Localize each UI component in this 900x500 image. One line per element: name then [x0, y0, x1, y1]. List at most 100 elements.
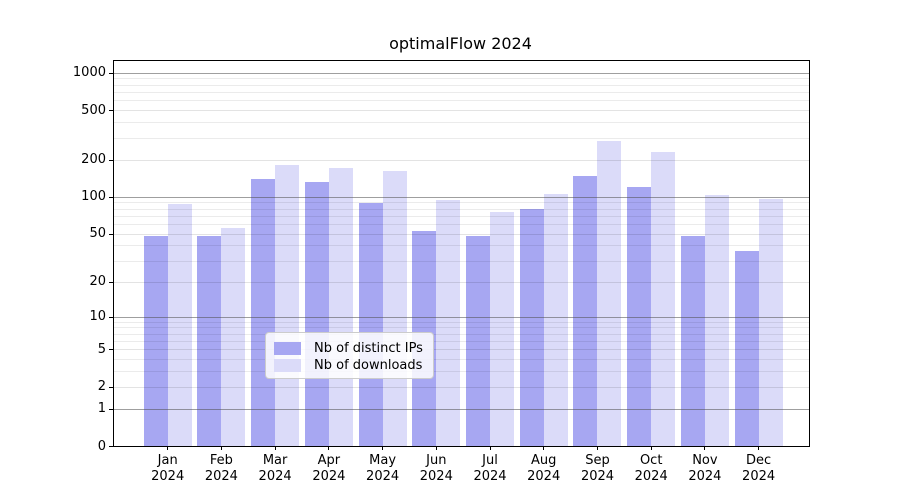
y-tick-label-1: 1: [97, 401, 106, 417]
x-tick-jul: [489, 446, 491, 450]
gridline-y-80: [114, 208, 809, 210]
bar-nb-of-downloads-feb: [221, 227, 246, 446]
legend-swatch-distinct-ips: [274, 342, 301, 355]
x-tick-jun: [435, 446, 437, 450]
gridline-y-200: [114, 159, 809, 161]
y-tick-label-200: 200: [81, 152, 106, 167]
gridline-y-4: [114, 359, 809, 360]
gridline-y-8: [114, 327, 809, 329]
gridline-y-1: [114, 408, 809, 410]
x-tick-aug: [543, 446, 545, 450]
gridline-y-10: [114, 316, 809, 318]
y-tick-label-1000: 1000: [72, 65, 106, 81]
y-tick-label-20: 20: [89, 274, 106, 289]
bar-nb-of-downloads-nov: [704, 194, 729, 446]
x-tick-label-jul: Jul 2024: [473, 453, 507, 484]
bar-nb-of-distinct-ips-nov: [680, 235, 705, 446]
gridline-y-30: [114, 260, 809, 262]
gridline-y-500: [114, 110, 809, 112]
bar-nb-of-distinct-ips-jan: [143, 235, 168, 446]
y-tick-label-5: 5: [97, 341, 106, 357]
y-tick-10: [109, 316, 113, 318]
x-tick-label-dec: Dec 2024: [742, 453, 776, 484]
y-tick-1: [109, 408, 113, 410]
plot-area: 0 1 2 5 10 20 50 100 200 500 1000 Jan 2024 Feb 2024 Mar…: [73, 60, 810, 484]
x-tick-mar: [274, 446, 276, 450]
gridline-y-1000: [114, 72, 809, 74]
x-tick-label-aug: Aug 2024: [527, 453, 561, 484]
x-tick-nov: [704, 446, 706, 450]
bar-nb-of-downloads-mar: [275, 165, 300, 446]
gridline-y-40: [114, 245, 809, 247]
bar-nb-of-distinct-ips-feb: [197, 235, 222, 446]
y-tick-0: [109, 446, 113, 447]
x-tick-may: [382, 446, 384, 450]
x-tick-dec: [758, 446, 760, 450]
y-tick-label-500: 500: [81, 102, 106, 118]
gridline-y-400: [114, 122, 809, 124]
gridline-y-800: [114, 84, 809, 86]
gridline-y-600: [114, 100, 809, 102]
legend-swatch-downloads: [274, 359, 301, 372]
y-tick-label-100: 100: [81, 189, 106, 205]
bar-nb-of-distinct-ips-aug: [519, 209, 544, 446]
gridline-y-100: [114, 196, 809, 198]
bar-nb-of-distinct-ips-jul: [466, 235, 491, 446]
gridline-y-5: [114, 349, 809, 351]
gridline-y-70: [114, 215, 809, 217]
gridline-y-2: [114, 386, 809, 388]
x-tick-oct: [650, 446, 652, 450]
gridline-y-6: [114, 340, 809, 342]
gridline-y-90: [114, 202, 809, 204]
y-tick-200: [109, 159, 113, 161]
chart-title: optimalFlow 2024: [389, 34, 532, 53]
bar-nb-of-downloads-oct: [651, 151, 676, 446]
bar-nb-of-downloads-jun: [436, 199, 461, 446]
y-tick-label-10: 10: [89, 309, 106, 324]
x-tick-label-feb: Feb 2024: [204, 453, 238, 484]
bar-nb-of-downloads-may: [382, 171, 407, 446]
y-tick-label-2: 2: [97, 379, 106, 395]
gridline-y-700: [114, 92, 809, 93]
x-tick-label-may: May 2024: [366, 453, 400, 484]
bar-nb-of-distinct-ips-oct: [627, 186, 652, 446]
gridline-y-300: [114, 137, 809, 139]
x-tick-apr: [328, 446, 330, 450]
y-tick-5: [109, 349, 113, 351]
legend-label-downloads: Nb of downloads: [314, 358, 423, 373]
gridline-y-20: [114, 281, 809, 283]
bar-nb-of-distinct-ips-sep: [573, 176, 598, 446]
gridline-y-9: [114, 321, 809, 323]
bar-nb-of-downloads-jul: [490, 212, 515, 446]
bar-nb-of-downloads-dec: [758, 198, 783, 446]
x-tick-label-oct: Oct 2024: [634, 453, 668, 484]
x-tick-feb: [220, 446, 222, 450]
x-tick-label-jan: Jan 2024: [151, 453, 185, 484]
legend-label-distinct-ips: Nb of distinct IPs: [314, 341, 423, 356]
bar-nb-of-downloads-apr: [328, 168, 353, 446]
legend-item-downloads: Nb of downloads: [274, 357, 433, 374]
y-tick-100: [109, 196, 113, 198]
y-tick-50: [109, 233, 113, 235]
gridline-y-60: [114, 223, 809, 225]
x-tick-label-mar: Mar 2024: [258, 453, 292, 484]
y-tick-20: [109, 281, 113, 283]
bar-nb-of-distinct-ips-dec: [734, 250, 759, 446]
y-tick-1000: [109, 72, 113, 74]
x-tick-jan: [167, 446, 169, 450]
bar-nb-of-downloads-jan: [167, 204, 192, 446]
gridline-y-7: [114, 333, 809, 335]
gridline-y-50: [114, 233, 809, 235]
y-tick-500: [109, 110, 113, 112]
bar-nb-of-downloads-sep: [597, 141, 622, 446]
y-tick-2: [109, 386, 113, 388]
legend-item-distinct-ips: Nb of distinct IPs: [274, 340, 433, 357]
x-tick-label-apr: Apr 2024: [312, 453, 346, 484]
bar-nb-of-distinct-ips-mar: [251, 179, 276, 446]
bar-nb-of-downloads-aug: [543, 193, 568, 446]
gridline-y-3: [114, 371, 809, 373]
x-tick-sep: [597, 446, 598, 450]
y-tick-label-0: 0: [97, 438, 106, 454]
gridline-y-900: [114, 78, 809, 80]
